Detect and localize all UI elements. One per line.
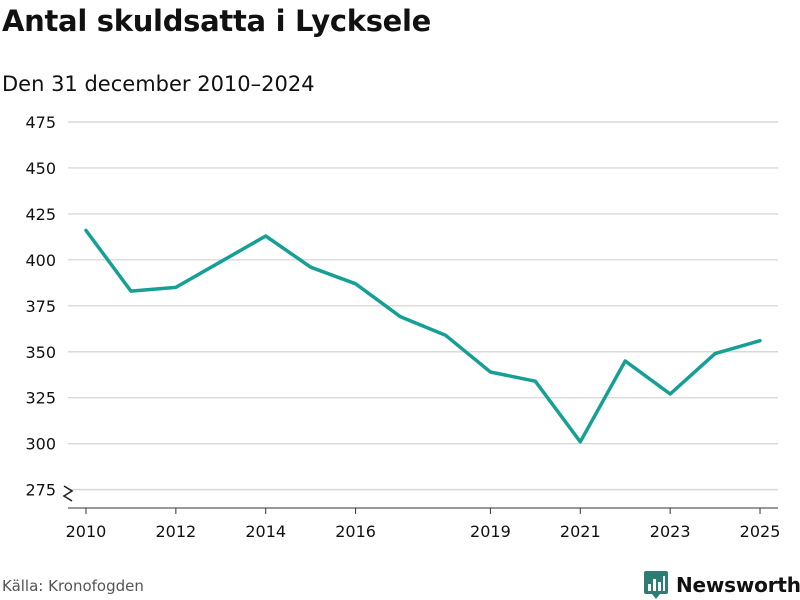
brand-name: Newsworthy: [676, 573, 800, 597]
source-note: Källa: Kronofogden: [2, 577, 144, 595]
newsworthy-logo-icon: [644, 571, 668, 599]
x-tick-label-2023: 2023: [650, 522, 691, 541]
x-tick-label-2025: 2025: [740, 522, 781, 541]
x-tick-label-2016: 2016: [335, 522, 376, 541]
series-layer: [84, 228, 762, 444]
y-tick-label-400: 400: [25, 251, 56, 270]
y-tick-label-275: 275: [25, 481, 56, 500]
x-tick-label-2012: 2012: [155, 522, 196, 541]
chart-subtitle: Den 31 december 2010–2024: [2, 72, 315, 96]
series-line-0: [84, 228, 762, 444]
axis-break-icon: [62, 485, 74, 502]
x-tick-label-2019: 2019: [470, 522, 511, 541]
y-tick-label-425: 425: [25, 205, 56, 224]
x-axis-ticks: 2010 2012 2014 2016 2019 2021 2023 2025: [66, 508, 781, 541]
gridlines: [68, 121, 778, 491]
x-tick-label-2014: 2014: [245, 522, 286, 541]
y-axis-ticks: 275 300 325 350 375 400 425 450 475: [25, 113, 56, 500]
y-tick-label-325: 325: [25, 389, 56, 408]
y-tick-label-350: 350: [25, 343, 56, 362]
brand-logo: Newsworthy: [644, 570, 800, 600]
y-tick-label-300: 300: [25, 435, 56, 454]
y-tick-label-450: 450: [25, 159, 56, 178]
y-tick-label-475: 475: [25, 113, 56, 132]
x-tick-label-2021: 2021: [560, 522, 601, 541]
chart-title: Antal skuldsatta i Lycksele: [2, 4, 432, 38]
x-tick-label-2010: 2010: [66, 522, 107, 541]
y-tick-label-375: 375: [25, 297, 56, 316]
